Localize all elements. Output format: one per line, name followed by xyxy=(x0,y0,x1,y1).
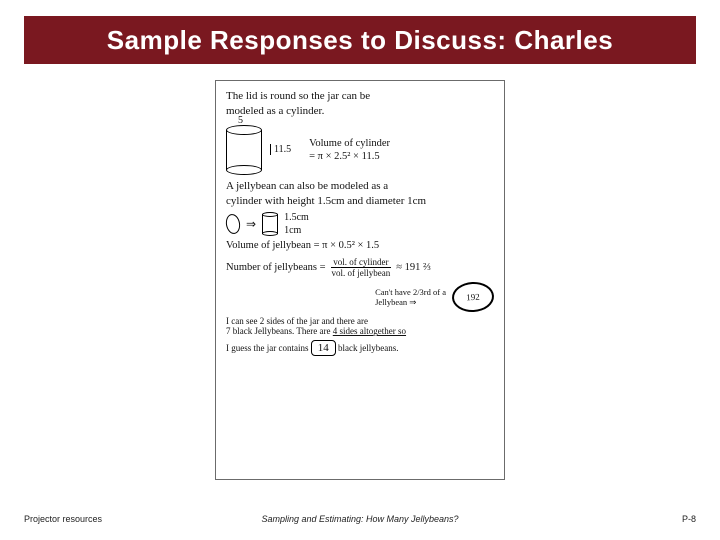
jellybean-sketch xyxy=(224,213,241,235)
volume-cylinder-eq: = π × 2.5² × 11.5 xyxy=(309,151,390,162)
black-bean-reasoning: I can see 2 sides of the jar and there a… xyxy=(226,316,494,336)
title-bar: Sample Responses to Discuss: Charles xyxy=(24,16,696,64)
black-bean-answer: 14 xyxy=(311,340,336,356)
student-worksheet: The lid is round so the jar can be model… xyxy=(215,80,505,480)
jar-diameter-label: 5 xyxy=(238,115,243,126)
rounding-note: Can't have 2/3rd of a Jellybean ⇒ xyxy=(375,287,446,307)
fraction: vol. of cylinder vol. of jellybean xyxy=(330,257,393,278)
arrow-icon: ⇒ xyxy=(246,217,256,232)
model-bean-text-1: A jellybean can also be modeled as a xyxy=(226,179,494,194)
volume-cylinder-label: Volume of cylinder xyxy=(309,138,390,149)
footer-left: Projector resources xyxy=(24,514,102,524)
model-jar-text-2: modeled as a cylinder. xyxy=(226,104,494,119)
jar-height-label: 11.5 xyxy=(270,144,291,155)
approx-result: ≈ 191 ⅔ xyxy=(396,262,431,273)
jar-cylinder-sketch: 5 xyxy=(226,125,262,175)
number-beans-row: Number of jellybeans = vol. of cylinder … xyxy=(226,257,494,278)
bean-diam-label: 1cm xyxy=(284,225,309,236)
model-bean-text-2: cylinder with height 1.5cm and diameter … xyxy=(226,194,494,209)
model-jar-text-1: The lid is round so the jar can be xyxy=(226,89,494,104)
slide: Sample Responses to Discuss: Charles The… xyxy=(0,0,720,540)
rounded-answer: 192 xyxy=(451,281,495,313)
footer: Projector resources Sampling and Estimat… xyxy=(24,514,696,524)
bean-height-label: 1.5cm xyxy=(284,212,309,223)
bean-sketch-row: ⇒ 1.5cm 1cm xyxy=(226,212,494,236)
jar-cylinder-row: 5 11.5 Volume of cylinder = π × 2.5² × 1… xyxy=(226,125,494,175)
bean-cylinder-sketch xyxy=(262,212,278,236)
footer-center: Sampling and Estimating: How Many Jellyb… xyxy=(261,514,458,524)
slide-title: Sample Responses to Discuss: Charles xyxy=(107,25,613,56)
page-number: P-8 xyxy=(682,514,696,524)
volume-bean-row: Volume of jellybean = π × 0.5² × 1.5 xyxy=(226,240,494,251)
black-bean-guess: I guess the jar contains 14 black jellyb… xyxy=(226,340,494,356)
